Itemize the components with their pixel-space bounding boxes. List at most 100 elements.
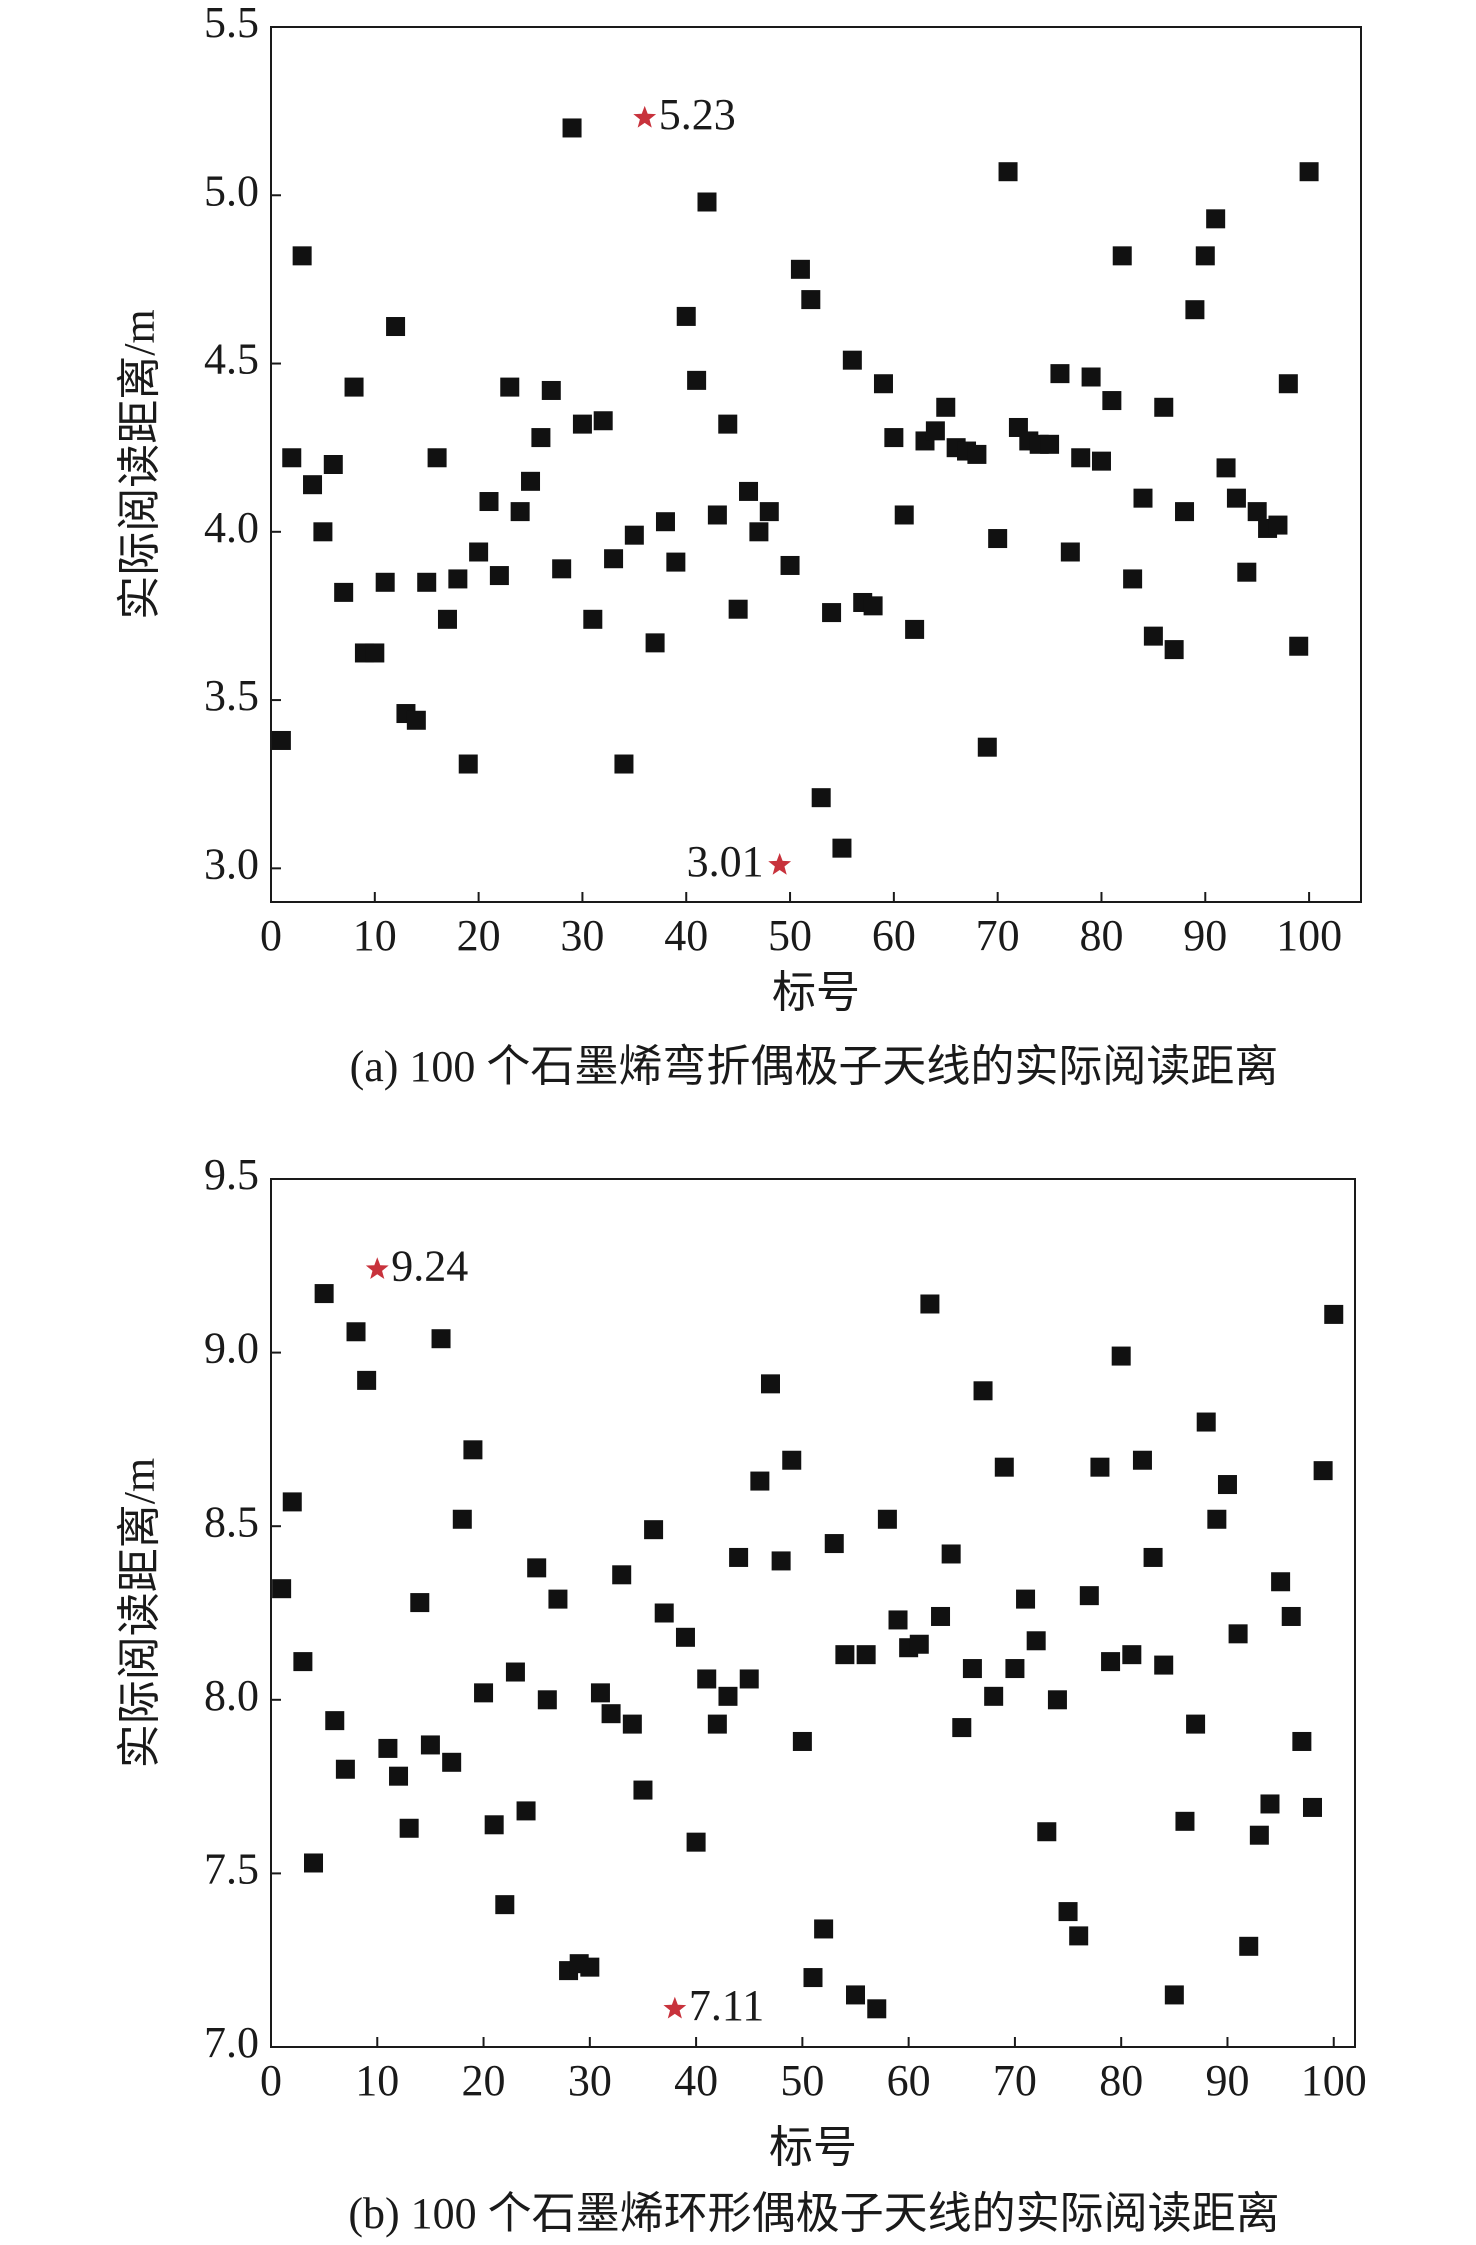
data-point (552, 559, 572, 579)
x-tick-label: 20 (462, 2056, 506, 2105)
data-point (962, 1659, 982, 1679)
data-point (877, 1509, 897, 1529)
data-point (863, 596, 883, 616)
data-point (572, 414, 592, 434)
data-point (1154, 1655, 1174, 1675)
data-point (580, 1957, 600, 1977)
data-point (1154, 397, 1174, 417)
data-point (824, 1534, 844, 1554)
x-axis-label: 标号 (769, 2123, 857, 2172)
data-point (1069, 1926, 1089, 1946)
data-point (303, 475, 323, 495)
data-point (888, 1610, 908, 1630)
data-point (686, 1832, 706, 1852)
data-point (782, 1450, 802, 1470)
data-point (1175, 502, 1195, 522)
data-point (604, 549, 624, 569)
data-point (1016, 1589, 1036, 1609)
data-point (905, 619, 925, 639)
data-point (510, 502, 530, 522)
data-point (1060, 542, 1080, 562)
data-point (365, 643, 385, 663)
data-point (1040, 434, 1060, 454)
data-point (1132, 1450, 1152, 1470)
data-point (344, 377, 364, 397)
data-point (521, 471, 541, 491)
data-point (780, 555, 800, 575)
data-point (562, 118, 582, 138)
data-point (1005, 1659, 1025, 1679)
y-axis-label: 实际阅读距离/m (115, 309, 164, 619)
data-point (675, 1627, 695, 1647)
data-point (313, 522, 333, 542)
data-point (771, 1551, 791, 1571)
x-tick-label: 30 (568, 2056, 612, 2105)
data-point (417, 572, 437, 592)
x-axis-label: 标号 (772, 968, 860, 1017)
x-tick-label: 10 (355, 2056, 399, 2105)
data-point (1249, 1825, 1269, 1845)
x-tick-label: 60 (887, 2056, 931, 2105)
highlight-label: 7.11 (689, 1981, 764, 2030)
data-point (739, 1669, 759, 1689)
data-point (760, 1374, 780, 1394)
data-point (1216, 458, 1236, 478)
data-point (873, 374, 893, 394)
chart-panel: 7.0 7.5 8.0 8.5 9.0 9.5 0 10 20 30 40 50 60 70 80 90 100… (115, 1150, 1367, 2238)
data-point (718, 414, 738, 434)
data-point (282, 448, 302, 468)
data-point (1050, 364, 1070, 384)
y-tick-label: 5.0 (204, 166, 259, 215)
x-tick-label: 60 (872, 911, 916, 960)
data-point (452, 1509, 472, 1529)
data-point (548, 1589, 568, 1609)
data-point (936, 397, 956, 417)
data-point (967, 444, 987, 464)
data-point (375, 572, 395, 592)
data-point (1071, 448, 1091, 468)
x-tick-label: 70 (993, 2056, 1037, 2105)
data-point (293, 1652, 313, 1672)
data-point (654, 1603, 674, 1623)
data-point (1111, 1346, 1131, 1366)
x-tick-label: 40 (674, 2056, 718, 2105)
data-point (644, 1520, 664, 1540)
highlight-star (633, 105, 657, 128)
data-point (1289, 636, 1309, 656)
data-point (1122, 1645, 1142, 1665)
data-point (1164, 640, 1184, 660)
data-point (941, 1544, 961, 1564)
data-point (1195, 246, 1215, 266)
data-point (427, 448, 447, 468)
data-point (750, 1471, 770, 1491)
x-tick-label: 30 (560, 911, 604, 960)
highlight-label: 5.23 (659, 90, 736, 139)
x-tick-label: 80 (1079, 911, 1123, 960)
data-point (593, 411, 613, 431)
data-point (541, 380, 561, 400)
data-point (1164, 1985, 1184, 2005)
data-point (988, 529, 1008, 549)
data-point (458, 754, 478, 774)
data-point (925, 421, 945, 441)
data-point (431, 1329, 451, 1349)
data-point (1324, 1304, 1344, 1324)
data-point (633, 1780, 653, 1800)
data-point (814, 1919, 834, 1939)
data-point (832, 838, 852, 858)
y-axis-label: 实际阅读距离/m (115, 1458, 164, 1768)
caption: (b) 100 个石墨烯环形偶极子天线的实际阅读距离 (348, 2189, 1279, 2238)
chart-panel: 3.0 3.5 4.0 4.5 5.0 5.5 0 10 20 30 40 50 60 70 80 90 100… (115, 0, 1362, 1091)
data-point (1260, 1794, 1280, 1814)
data-point (1313, 1461, 1333, 1481)
data-point (811, 788, 831, 808)
data-point (1247, 502, 1267, 522)
data-point (601, 1704, 621, 1724)
data-point (1239, 1936, 1259, 1956)
data-point (292, 246, 312, 266)
data-point (500, 377, 520, 397)
data-point (1186, 1714, 1206, 1734)
y-tick-label: 8.0 (204, 1671, 259, 1720)
